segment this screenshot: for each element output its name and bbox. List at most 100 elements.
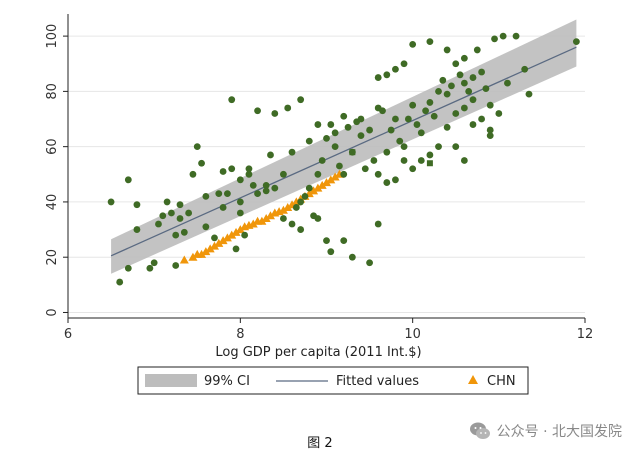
country-point: [456, 71, 464, 79]
ci-band: [111, 19, 577, 274]
country-point: [383, 71, 391, 79]
country-point: [512, 32, 520, 40]
chn-point: [283, 202, 293, 211]
legend-ci-swatch: [145, 374, 197, 387]
legend-chn-label: CHN: [487, 374, 516, 389]
country-point: [435, 143, 442, 151]
y-tick-label: 80: [45, 83, 60, 100]
country-point: [495, 110, 503, 117]
chn-point: [201, 247, 211, 256]
watermark-text: 公众号 · 北大国发院: [496, 424, 622, 440]
country-point: [301, 193, 309, 200]
country-point: [249, 181, 257, 189]
country-point: [426, 99, 434, 106]
country-point: [262, 187, 270, 195]
wechat-icon: [469, 420, 491, 442]
country-point: [572, 38, 580, 46]
country-point: [366, 259, 373, 267]
country-point: [374, 74, 382, 81]
country-point: [271, 184, 279, 192]
chn-point: [265, 211, 275, 220]
country-point: [426, 38, 434, 46]
country-point: [357, 132, 365, 140]
legend: 99% CI Fitted values CHN: [137, 366, 529, 395]
y-tick-label: 0: [45, 308, 60, 316]
country-point: [228, 165, 236, 173]
country-point-square: [426, 160, 433, 167]
country-point: [297, 96, 305, 104]
x-tick-label: 6: [64, 327, 72, 342]
country-point: [323, 237, 330, 245]
country-point: [202, 223, 210, 231]
country-point: [370, 157, 378, 164]
country-point: [198, 159, 205, 167]
country-point: [280, 215, 287, 222]
country-point: [305, 184, 313, 192]
country-point: [460, 79, 468, 87]
country-point: [323, 134, 330, 142]
chn-point: [209, 241, 219, 250]
country-point: [284, 104, 292, 112]
chn-point: [309, 186, 319, 195]
chn-point: [317, 180, 327, 189]
country-point: [460, 54, 468, 62]
country-point: [327, 248, 335, 256]
country-point: [176, 201, 184, 209]
country-point: [383, 148, 391, 156]
country-point: [460, 104, 468, 112]
country-point: [236, 198, 244, 206]
watermark: 公众号 · 北大国发院: [469, 420, 622, 442]
legend-fit-label: Fitted values: [336, 374, 419, 389]
country-point: [124, 176, 132, 184]
chn-point: [257, 216, 267, 225]
chn-point: [179, 255, 189, 264]
country-point: [215, 190, 223, 198]
country-point-square: [349, 149, 356, 156]
country-point: [254, 107, 261, 115]
scatter-chart: 0 20 40 60 80 100 6 8 10 12 Log GDP per capita (20…: [45, 14, 594, 395]
country-point: [224, 190, 231, 198]
country-point: [478, 68, 485, 76]
country-point: [486, 132, 494, 140]
country-point: [469, 96, 477, 104]
country-point: [336, 162, 343, 170]
country-point: [478, 115, 485, 123]
country-point: [452, 60, 460, 68]
country-point: [396, 137, 404, 145]
country-point: [163, 198, 171, 206]
country-point: [262, 181, 270, 189]
chn-point: [261, 214, 271, 223]
x-tick-label: 8: [236, 327, 244, 342]
chn-point: [188, 252, 198, 261]
country-point: [409, 101, 417, 109]
country-point: [374, 104, 382, 112]
country-point: [400, 143, 408, 151]
country-point: [460, 157, 468, 164]
country-point: [185, 209, 193, 217]
country-point: [366, 126, 373, 134]
country-point: [314, 170, 322, 178]
fitted-line: [110, 46, 577, 257]
country-point: [150, 259, 158, 267]
country-point: [344, 123, 352, 131]
country-point: [254, 190, 261, 198]
country-point: [288, 148, 296, 156]
country-point: [392, 176, 399, 184]
country-point: [189, 170, 197, 178]
country-point: [172, 231, 180, 239]
chn-point: [227, 230, 237, 239]
country-point: [482, 85, 490, 93]
country-point: [452, 143, 460, 151]
legend-chn-marker: [468, 375, 478, 384]
country-point: [400, 60, 408, 68]
chn-point: [214, 238, 224, 247]
country-point: [348, 253, 356, 261]
chn-point: [330, 172, 340, 181]
country-point: [297, 226, 305, 233]
x-tick-label: 12: [577, 327, 594, 342]
country-point: [193, 143, 201, 151]
country-point: [340, 112, 348, 120]
country-point: [155, 220, 162, 228]
country-point: [469, 74, 477, 81]
country-point: [219, 204, 227, 211]
